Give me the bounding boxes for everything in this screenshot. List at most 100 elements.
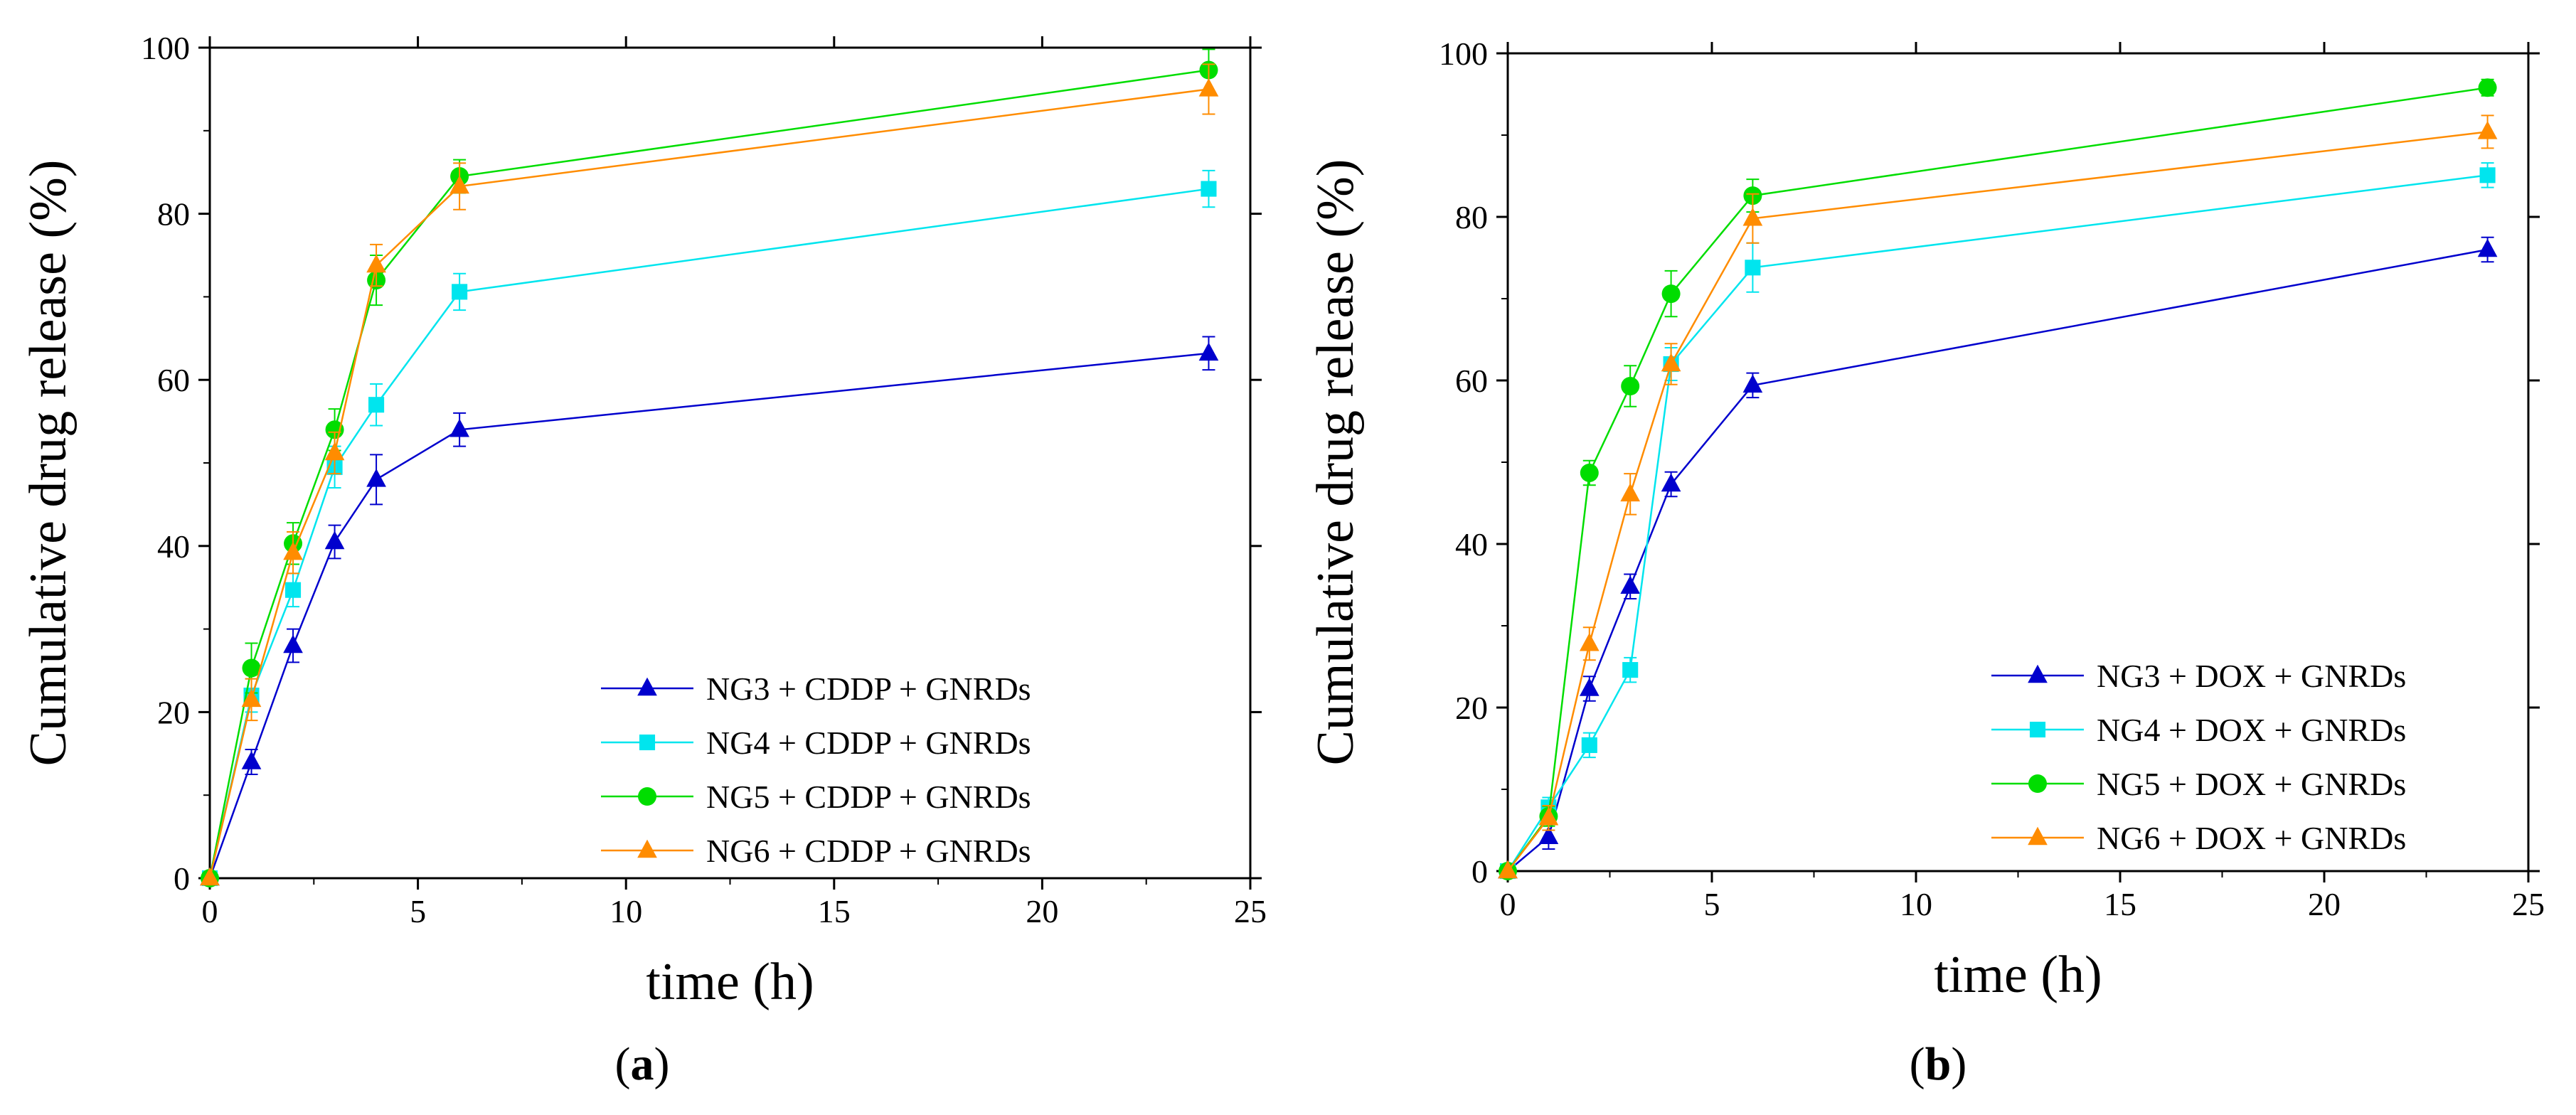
y-tick-label: 0	[1471, 853, 1488, 890]
data-point	[1538, 806, 1559, 826]
data-point	[241, 751, 262, 769]
y-tick-label: 40	[157, 528, 190, 565]
data-point	[368, 397, 385, 413]
x-tick-label: 20	[2308, 886, 2341, 922]
legend-label: NG6 + DOX + GNRDs	[2097, 820, 2406, 856]
legend-marker	[2028, 826, 2048, 845]
data-point	[242, 658, 261, 678]
legend-label: NG4 + CDDP + GNRDs	[706, 725, 1031, 761]
data-point	[2477, 121, 2498, 139]
series-line	[208, 188, 1209, 879]
data-point	[2478, 78, 2497, 97]
data-point	[449, 418, 469, 437]
y-tick-label: 60	[157, 362, 190, 398]
panel-label: (a)	[615, 1038, 670, 1090]
legend: NG3 + CDDP + GNRDs NG4 + CDDP + GNRDs NG5 …	[601, 671, 1031, 869]
series-line	[1507, 131, 2488, 872]
data-point	[1620, 575, 1641, 594]
data-point	[1579, 632, 1600, 651]
data-point	[1742, 374, 1763, 393]
x-tick-label: 25	[1234, 893, 1267, 929]
data-point	[284, 582, 302, 598]
legend-label: NG6 + CDDP + GNRDs	[706, 833, 1031, 869]
y-tick-label: 20	[157, 694, 190, 730]
data-point	[366, 254, 386, 273]
legend-marker	[638, 787, 656, 806]
x-tick-label: 0	[1500, 886, 1516, 922]
x-tick-label: 5	[1704, 886, 1720, 922]
legend-label: NG5 + DOX + GNRDs	[2097, 766, 2406, 802]
panel-paren-open: (	[615, 1038, 631, 1090]
x-tick-label: 20	[1026, 893, 1058, 929]
y-tick-label: 100	[141, 30, 190, 66]
series-1	[1498, 236, 2498, 879]
legend-marker	[637, 677, 657, 696]
x-axis-title: time (h)	[646, 953, 814, 1011]
y-tick-label: 20	[1455, 690, 1488, 726]
chart-panel-b: 0 5 10 15 20 25 0 20 40 60 80 100 time (h) Cumulative…	[1306, 36, 2545, 1090]
data-point	[1579, 678, 1600, 696]
y-tick-label: 100	[1439, 36, 1488, 72]
x-tick-label: 10	[1900, 886, 1932, 922]
data-point	[1538, 826, 1559, 844]
data-point	[1621, 377, 1640, 396]
data-point	[241, 688, 262, 708]
data-point	[1620, 483, 1641, 502]
data-point	[283, 634, 303, 653]
y-axis-title: Cumulative drug release (%)	[1306, 159, 1365, 766]
panel-label: (b)	[1910, 1038, 1967, 1090]
legend-marker	[639, 734, 656, 751]
series-4	[200, 63, 1219, 886]
x-tick-label: 15	[2104, 886, 2136, 922]
data-point	[1661, 473, 1681, 492]
x-tick-label: 5	[410, 893, 426, 929]
data-point	[283, 541, 303, 560]
x-tick-label: 10	[610, 893, 642, 929]
data-point	[1581, 737, 1597, 753]
y-tick-label: 40	[1455, 526, 1488, 562]
legend-label: NG4 + DOX + GNRDs	[2097, 712, 2406, 748]
legend-label: NG3 + DOX + GNRDs	[2097, 658, 2406, 694]
legend-marker	[2028, 664, 2048, 683]
y-tick-label: 80	[1455, 199, 1488, 235]
legend-marker	[2028, 774, 2047, 793]
data-point	[1661, 284, 1681, 304]
series-3	[201, 48, 1218, 887]
legend-label: NG5 + CDDP + GNRDs	[706, 779, 1031, 815]
data-point	[1198, 78, 1219, 97]
x-tick-label: 0	[202, 893, 218, 929]
plot-frame	[1506, 52, 2530, 873]
y-tick-label: 60	[1455, 363, 1488, 399]
data-point	[1580, 463, 1599, 482]
legend: NG3 + DOX + GNRDs NG4 + DOX + GNRDs NG5 + …	[1991, 658, 2406, 856]
panel-letter: b	[1925, 1038, 1952, 1090]
x-axis-title: time (h)	[1934, 946, 2102, 1004]
panel-letter: a	[631, 1038, 654, 1090]
legend-label: NG3 + CDDP + GNRDs	[706, 671, 1031, 707]
x-tick-label: 25	[2512, 886, 2545, 922]
panel-paren-open: (	[1910, 1038, 1925, 1090]
panel-paren-close: )	[1951, 1038, 1966, 1090]
series-3	[1499, 78, 2497, 880]
data-point	[2479, 167, 2496, 183]
y-tick-label: 80	[157, 196, 190, 233]
data-point	[2477, 238, 2498, 257]
data-point	[200, 867, 220, 886]
legend-marker	[637, 839, 657, 858]
series-line	[1506, 87, 2488, 872]
series-4	[1498, 114, 2498, 879]
data-point	[1742, 207, 1763, 226]
data-point	[1622, 662, 1639, 678]
data-point	[1498, 860, 1518, 879]
data-point	[1198, 342, 1219, 361]
data-point	[449, 175, 469, 194]
data-point	[366, 469, 386, 487]
data-point	[1745, 260, 1761, 276]
y-tick-label: 0	[174, 860, 190, 897]
x-tick-label: 15	[818, 893, 851, 929]
data-point	[324, 530, 345, 550]
data-point	[452, 284, 468, 300]
panel-paren-close: )	[654, 1038, 670, 1090]
data-point	[1201, 181, 1217, 197]
